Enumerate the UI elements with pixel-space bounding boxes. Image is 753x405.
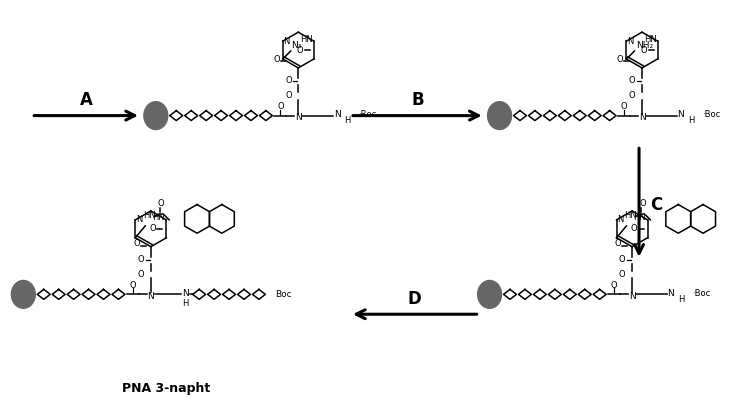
Text: O: O <box>630 224 637 233</box>
Text: O: O <box>640 45 647 55</box>
Text: PNA 3-napht: PNA 3-napht <box>122 382 210 395</box>
Text: O: O <box>614 239 621 248</box>
Text: N: N <box>617 215 623 224</box>
Text: NH₂: NH₂ <box>636 40 653 49</box>
Text: O: O <box>619 270 626 279</box>
Text: C: C <box>650 196 662 214</box>
Text: O: O <box>297 45 303 55</box>
Text: N: N <box>639 113 645 122</box>
Text: H: H <box>687 116 694 125</box>
Text: O: O <box>277 102 284 111</box>
Text: D: D <box>408 290 422 308</box>
Text: O: O <box>611 281 617 290</box>
Ellipse shape <box>144 102 168 130</box>
Text: N₃: N₃ <box>291 40 302 49</box>
Text: O: O <box>130 281 136 290</box>
Text: O: O <box>133 239 140 248</box>
Text: H: H <box>344 116 350 125</box>
Text: O: O <box>158 200 164 209</box>
Text: N: N <box>284 36 290 46</box>
Text: N: N <box>136 215 142 224</box>
Text: ·Boc: ·Boc <box>358 110 376 119</box>
Text: N: N <box>334 110 340 119</box>
Text: HN: HN <box>633 213 646 222</box>
Text: O: O <box>639 200 646 209</box>
Text: H: H <box>678 295 684 304</box>
Text: HN: HN <box>152 213 165 222</box>
Text: O: O <box>138 255 144 264</box>
Text: ·Boc: ·Boc <box>692 289 710 298</box>
Text: O: O <box>629 91 636 100</box>
Text: O: O <box>285 91 291 100</box>
Text: O: O <box>619 255 626 264</box>
Ellipse shape <box>477 280 501 308</box>
Text: HN: HN <box>143 211 156 220</box>
Text: H: H <box>182 299 189 308</box>
Text: O: O <box>629 76 636 85</box>
Text: ·Boc: ·Boc <box>702 110 720 119</box>
Text: HN: HN <box>300 35 313 44</box>
Text: N: N <box>182 289 189 298</box>
Text: O: O <box>273 55 280 64</box>
Text: O: O <box>620 102 627 111</box>
Text: N: N <box>668 289 674 298</box>
Text: A: A <box>80 91 93 109</box>
Text: O: O <box>285 76 291 85</box>
Text: HN: HN <box>624 211 637 220</box>
Text: N: N <box>678 110 684 119</box>
Text: O: O <box>617 55 623 64</box>
Text: N: N <box>629 292 636 301</box>
Ellipse shape <box>11 280 35 308</box>
Text: B: B <box>412 91 424 109</box>
Text: Boc: Boc <box>276 290 292 299</box>
Text: O: O <box>149 224 156 233</box>
Text: HN: HN <box>645 35 657 44</box>
Ellipse shape <box>488 102 511 130</box>
Text: O: O <box>138 270 144 279</box>
Text: N: N <box>627 36 634 46</box>
Text: N: N <box>148 292 154 301</box>
Text: N: N <box>295 113 302 122</box>
